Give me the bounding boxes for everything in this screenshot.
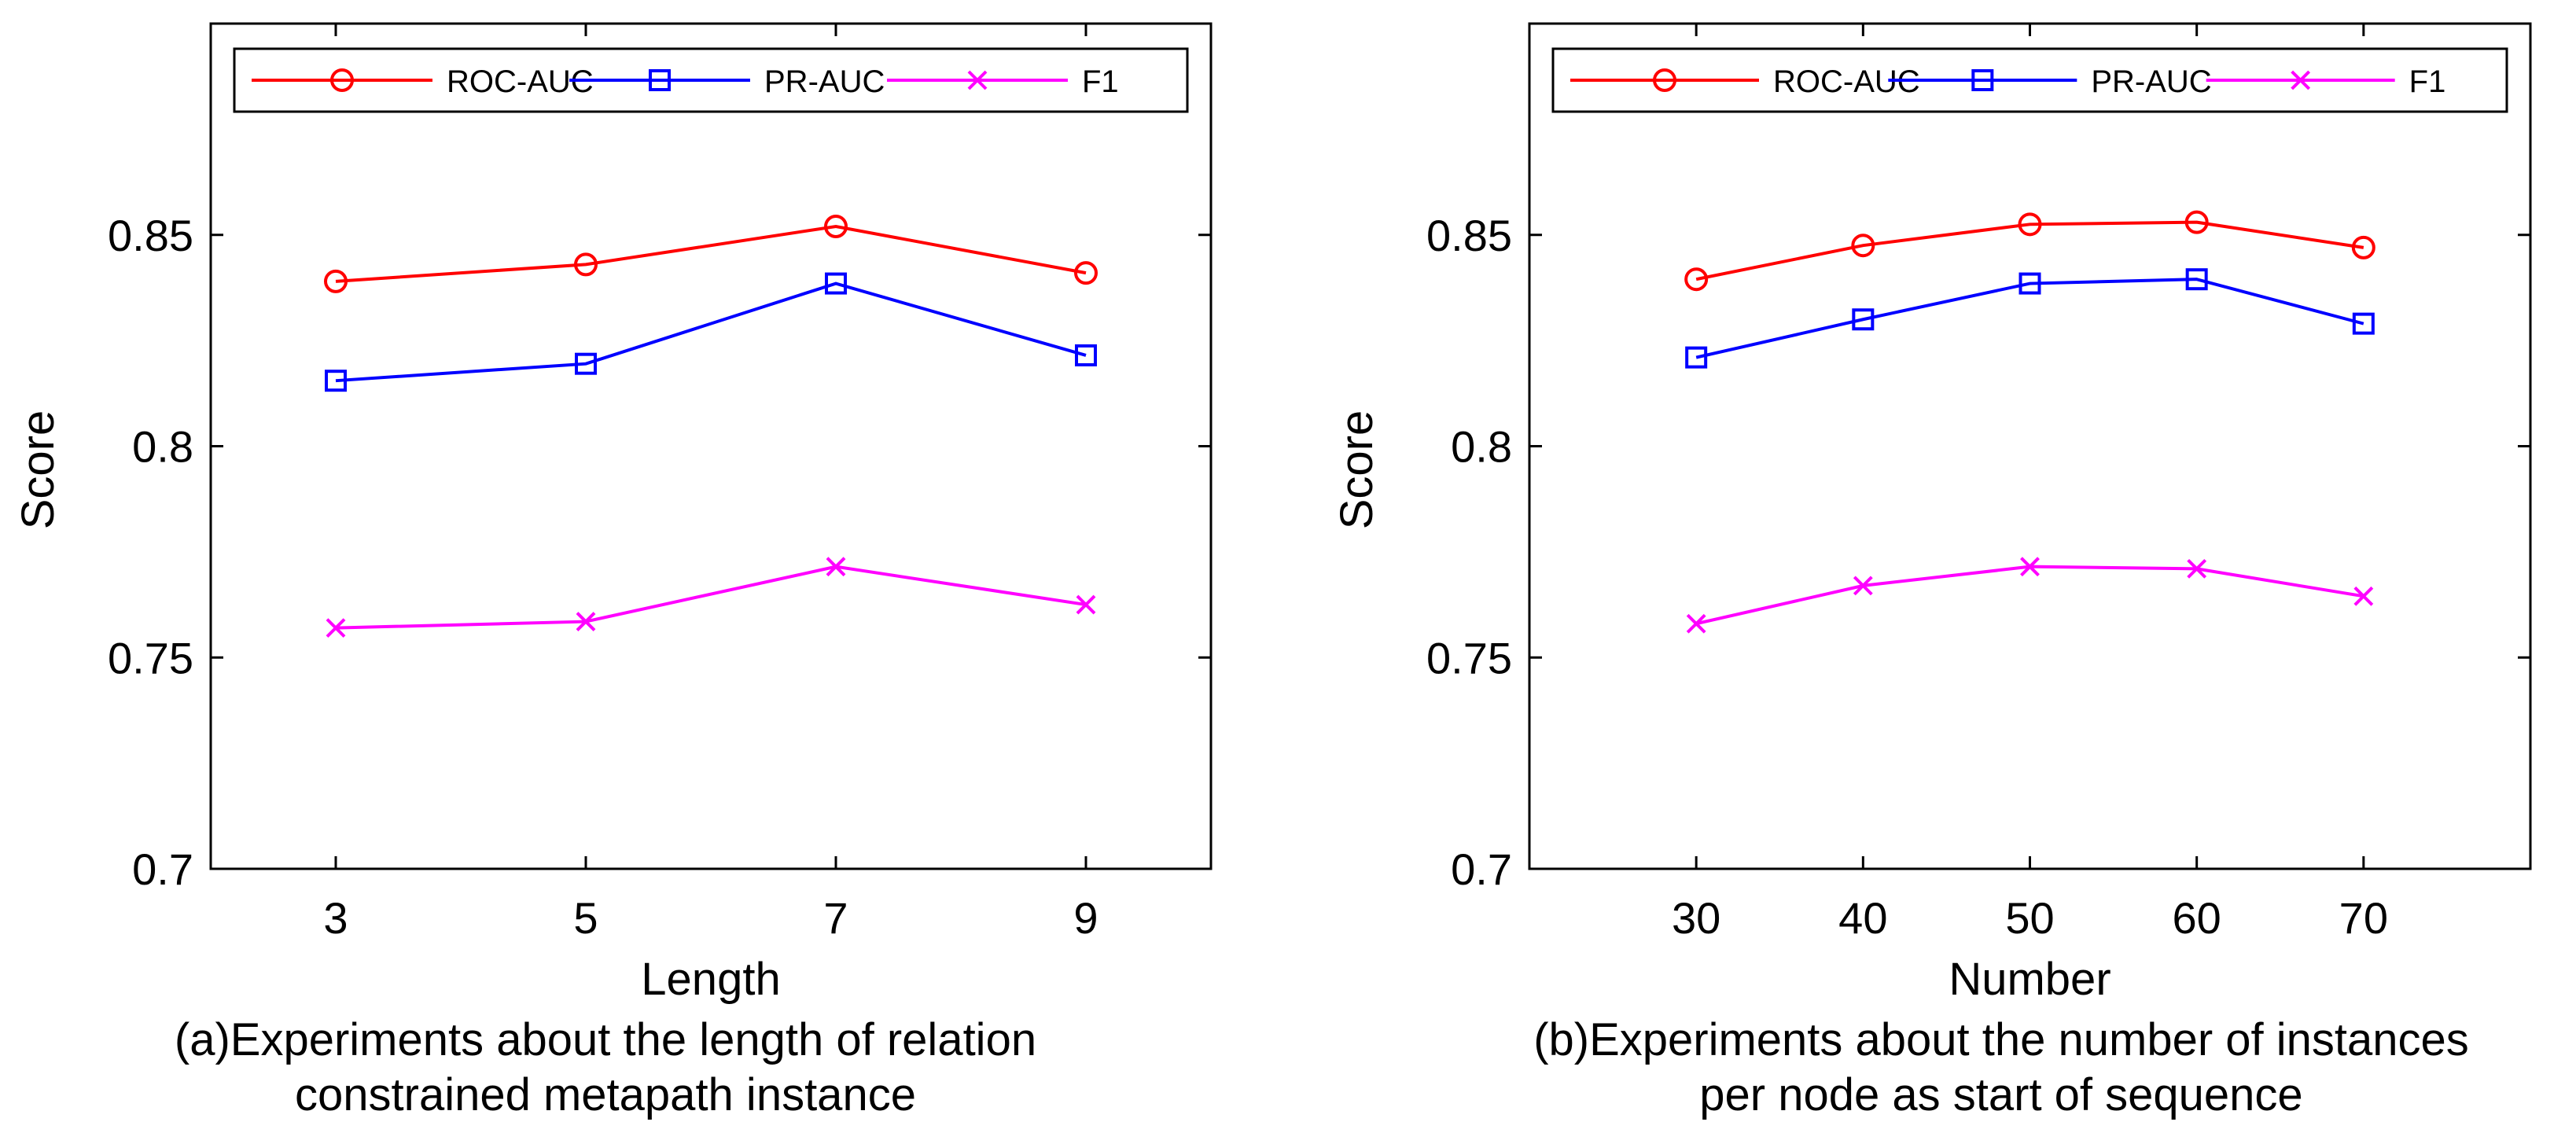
data-point: [1853, 576, 1873, 596]
series-roc-auc: [324, 215, 1098, 293]
series-f1: [1686, 557, 2374, 634]
series-line: [335, 565, 1087, 630]
data-point: [576, 612, 596, 631]
y-tick-label: 0.8: [1451, 422, 1512, 472]
legend-label: ROC-AUC: [447, 64, 594, 99]
data-point: [1685, 346, 1708, 369]
data-point: [2018, 212, 2042, 237]
chart-a: 0.7 0.75 0.8 0.85 3 5 7 9 Length Score ROC-AUC PR-A…: [13, 22, 1213, 1005]
legend-label: F1: [1082, 64, 1119, 99]
data-point: [825, 272, 847, 295]
data-point: [574, 252, 598, 277]
series-line: [335, 281, 1087, 383]
legend-label: F1: [2409, 64, 2446, 99]
caption-a-line2: constrained metapath instance: [295, 1069, 916, 1120]
x-tick-label: 5: [573, 893, 598, 943]
data-point: [326, 618, 346, 638]
legend-marker: [330, 68, 354, 92]
caption-a: (a)Experiments about the length of relat…: [126, 1013, 1085, 1123]
y-tick-label: 0.8: [132, 422, 193, 472]
data-point: [324, 269, 348, 293]
data-point: [2020, 557, 2040, 577]
x-tick-label: 60: [2173, 893, 2221, 943]
x-tick-label: 70: [2339, 893, 2388, 943]
data-point: [2185, 268, 2208, 291]
legend: ROC-AUC PR-AUC F1: [233, 47, 1189, 113]
data-point: [575, 352, 597, 375]
data-point: [2352, 312, 2375, 335]
series-pr-auc: [325, 272, 1097, 392]
data-point: [826, 557, 846, 577]
y-axis-label: Score: [13, 410, 64, 530]
data-point: [1686, 613, 1706, 634]
data-point: [2351, 235, 2375, 259]
legend-label: PR-AUC: [2091, 64, 2211, 99]
data-point: [1074, 261, 1098, 285]
x-tick-label: 40: [1838, 893, 1887, 943]
data-point: [2187, 558, 2207, 579]
data-point: [824, 215, 848, 238]
data-point: [1076, 594, 1096, 615]
data-point: [1075, 344, 1097, 366]
caption-b: (b)Experiments about the number of insta…: [1431, 1013, 2571, 1123]
caption-b-line1: (b)Experiments about the number of insta…: [1533, 1014, 2469, 1065]
caption-a-line1: (a)Experiments about the length of relat…: [174, 1014, 1037, 1065]
plot-area: [209, 22, 1213, 870]
legend-marker: [2291, 70, 2311, 90]
data-point: [1852, 308, 1875, 331]
x-tick-label: 30: [1672, 893, 1720, 943]
x-axis-label: Length: [641, 954, 780, 1005]
y-tick-label: 0.7: [1451, 844, 1512, 894]
series-f1: [326, 557, 1096, 638]
series-line: [1695, 278, 2364, 359]
data-point: [1684, 267, 1709, 292]
y-tick-label: 0.85: [1426, 211, 1512, 260]
series-line: [1695, 220, 2364, 281]
series-line: [335, 224, 1087, 283]
series-roc-auc: [1684, 210, 2375, 292]
caption-b-line2: per node as start of sequence: [1699, 1069, 2303, 1120]
plot-area: [1528, 22, 2532, 870]
y-tick-label: 0.75: [1426, 633, 1512, 682]
y-tick-label: 0.85: [108, 211, 193, 260]
y-tick-label: 0.75: [108, 633, 193, 682]
legend-marker: [967, 70, 988, 90]
data-point: [1851, 234, 1875, 258]
legend-marker: [649, 69, 671, 91]
legend-label: PR-AUC: [764, 64, 885, 99]
x-tick-label: 7: [823, 893, 848, 943]
series-pr-auc: [1685, 268, 2375, 369]
y-axis-label: Score: [1331, 410, 1382, 530]
data-point: [2353, 586, 2374, 606]
legend: ROC-AUC PR-AUC F1: [1551, 47, 2508, 113]
data-point: [325, 370, 347, 392]
x-axis-label: Number: [1949, 954, 2110, 1005]
data-point: [2018, 272, 2041, 295]
x-tick-label: 50: [2005, 893, 2054, 943]
x-tick-label: 9: [1073, 893, 1098, 943]
data-point: [2184, 210, 2209, 234]
y-tick-label: 0.7: [132, 844, 193, 894]
legend-marker: [1971, 69, 1994, 91]
legend-marker: [1653, 68, 1676, 92]
x-tick-label: 3: [323, 893, 348, 943]
